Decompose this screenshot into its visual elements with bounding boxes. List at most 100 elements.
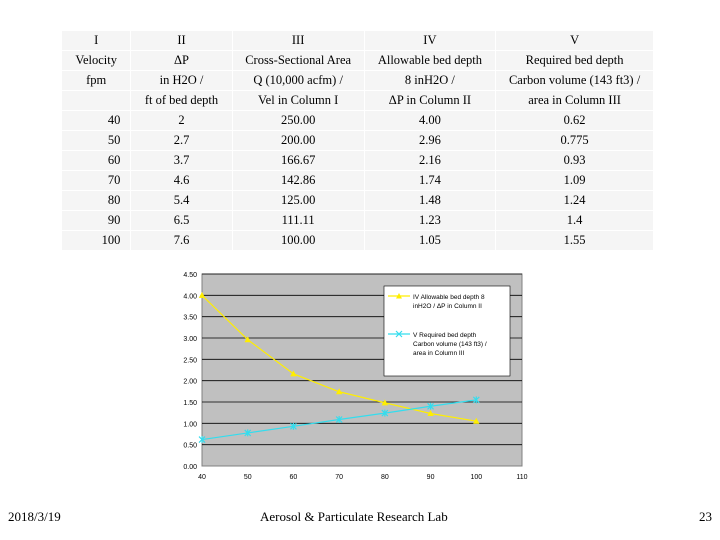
table-cell: 60 [62,150,132,171]
table-cell: 6.5 [130,210,233,231]
y-tick-label: 4.00 [183,293,197,300]
data-point [198,436,206,444]
table-header-cell: fpm [62,70,132,91]
table-header-row: fpm in H2O / Q (10,000 acfm) /8 inH2O / Car… [62,70,654,91]
table-cell: 166.67 [232,150,365,171]
data-point [290,422,297,430]
legend-label: V Required bed depth [413,332,477,339]
legend-swatch-marker [395,330,403,338]
table-header-cell: II [130,31,233,51]
x-tick-label: 60 [290,474,298,481]
x-tick-label: 50 [244,474,252,481]
x-tick-label: 70 [335,474,343,481]
footer-lab-name: Aerosol & Particulate Research Lab [260,509,448,524]
table-cell: 2.96 [364,130,497,151]
data-point [472,396,480,404]
table-row: 70 4.6 142.86 1.74 1.09 [62,170,654,191]
table-cell: 142.86 [232,170,365,191]
table-cell: 1.4 [495,210,654,231]
data-table: I II III IV V Velocity ΔP Cross-Sectional Area A… [62,31,654,251]
table-row: 40 2 250.00 4.00 0.62 [62,110,654,131]
table-cell: 100 [62,230,132,251]
table-header-cell: Carbon volume (143 ft3) / [495,70,654,91]
x-tick-label: 40 [198,474,206,481]
table-cell: 1.05 [364,230,497,251]
table-header-cell: IV [364,31,497,51]
data-point [290,370,297,377]
table-cell: 1.23 [364,210,497,231]
table-header-cell: V [495,31,654,51]
table-cell: 250.00 [232,110,365,131]
table-cell: 4.6 [130,170,233,191]
y-tick-label: 1.50 [183,400,197,407]
data-point [244,336,251,343]
table-cell: 80 [62,190,132,211]
table-cell: 7.6 [130,230,233,251]
data-point [427,402,434,410]
y-tick-label: 0.50 [183,443,197,450]
data-point [335,415,343,423]
table-cell: 2.7 [130,130,233,151]
table-cell: 0.775 [495,130,654,151]
data-point [473,417,480,424]
table-cell: 90 [62,210,132,231]
data-point [381,409,389,417]
table-header-cell: area in Column III [495,90,654,111]
table-cell: 125.00 [232,190,365,211]
y-tick-label: 3.00 [183,336,197,343]
x-tick-label: 110 [516,474,527,481]
table-cell: 0.62 [495,110,654,131]
y-tick-label: 1.00 [183,421,197,428]
table-row: 80 5.4 125.00 1.48 1.24 [62,190,654,211]
legend-label: inH2O / ΔP in Column II [413,303,482,310]
legend-label: Carbon volume (143 ft3) / [413,341,487,348]
legend-box [383,285,511,377]
data-point [381,399,389,406]
table-header-cell: 8 inH2O / [364,70,497,91]
y-tick-label: 2.00 [183,379,197,386]
legend-label: IV Allowable bed depth 8 [413,294,485,301]
table-header-cell [62,90,132,111]
table-cell: 1.09 [495,170,654,191]
legend-label: area in Column III [413,350,464,357]
table-header-row: I II III IV V [62,31,654,51]
table-header-row: Velocity ΔP Cross-Sectional Area Allowable … [62,50,654,71]
table-header-cell: Allowable bed depth [364,50,497,71]
legend-swatch-marker [396,293,402,299]
table-cell: 3.7 [130,150,233,171]
table-row: 50 2.7 200.00 2.96 0.775 [62,130,654,151]
table-header-cell: ΔP [130,50,233,71]
data-point [335,388,343,395]
table-header-cell: ΔP in Column II [364,90,497,111]
table-header-cell: in H2O / [130,70,233,91]
line-chart: 0.00 0.50 1.00 1.50 2.00 2.50 3.00 3.50 4.00 4.50… [183,272,527,481]
data-table-body: I II III IV V Velocity ΔP Cross-Sectional Area A… [62,31,654,251]
table-cell: 2.16 [364,150,497,171]
table-header-cell: ft of bed depth [130,90,233,111]
table-cell: 111.11 [232,210,365,231]
footer-page-number: 23 [699,509,712,524]
data-point [244,429,252,437]
y-tick-label: 2.50 [183,357,197,364]
table-header-cell: I [62,31,132,51]
table-cell: 70 [62,170,132,191]
table-cell: 40 [62,110,132,131]
table-cell: 2 [130,110,233,131]
table-header-cell: Velocity [62,50,132,71]
table-cell: 4.00 [364,110,497,131]
table-row: 90 6.5 111.11 1.23 1.4 [62,210,654,231]
table-cell: 1.48 [364,190,497,211]
table-cell: 50 [62,130,132,151]
x-tick-label: 80 [381,474,389,481]
table-cell: 1.74 [364,170,497,191]
data-point [427,410,434,417]
table-cell: 200.00 [232,130,365,151]
footer-date: 2018/3/19 [8,509,61,524]
table-cell: 0.93 [495,150,654,171]
table-row: 60 3.7 166.67 2.16 0.93 [62,150,654,171]
y-tick-label: 4.50 [183,272,197,279]
table-header-cell: Q (10,000 acfm) / [232,70,365,91]
table-header-cell: III [232,31,365,51]
data-point [198,291,206,298]
table-cell: 1.24 [495,190,654,211]
